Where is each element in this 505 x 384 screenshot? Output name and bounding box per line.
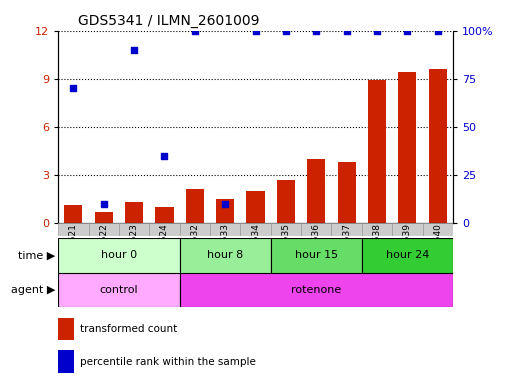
Text: GSM567522: GSM567522 [99, 223, 108, 278]
Bar [240, 223, 270, 236]
Text: GDS5341 / ILMN_2601009: GDS5341 / ILMN_2601009 [78, 14, 259, 28]
Bar [367, 80, 385, 223]
Point [69, 85, 77, 91]
Bar [155, 207, 173, 223]
Bar [270, 238, 361, 273]
Text: hour 15: hour 15 [294, 250, 337, 260]
Text: GSM567538: GSM567538 [372, 223, 381, 278]
Text: rotenone: rotenone [290, 285, 341, 295]
Text: GSM567539: GSM567539 [402, 223, 411, 278]
Point [342, 28, 350, 34]
Bar [216, 199, 234, 223]
Text: GSM567524: GSM567524 [160, 223, 169, 278]
Bar [300, 223, 331, 236]
Point [312, 28, 320, 34]
Bar [88, 223, 119, 236]
Text: GSM567534: GSM567534 [250, 223, 260, 278]
Bar [361, 238, 452, 273]
Bar [428, 69, 446, 223]
Text: GSM567537: GSM567537 [341, 223, 350, 278]
Bar [58, 238, 179, 273]
Bar [361, 223, 391, 236]
Bar [422, 223, 452, 236]
Bar [331, 223, 361, 236]
Bar [125, 202, 143, 223]
Bar [94, 212, 113, 223]
Bar [270, 223, 300, 236]
Bar [391, 223, 422, 236]
Point [190, 28, 198, 34]
Bar [58, 350, 74, 373]
Bar [64, 205, 82, 223]
Text: control: control [99, 285, 138, 295]
Point [433, 28, 441, 34]
Point [221, 200, 229, 207]
Text: GSM567532: GSM567532 [190, 223, 199, 278]
Point [402, 28, 411, 34]
Text: GSM567540: GSM567540 [432, 223, 441, 278]
Bar [185, 189, 204, 223]
Bar [276, 180, 294, 223]
Bar [179, 273, 452, 307]
Bar [58, 318, 74, 340]
Text: hour 8: hour 8 [207, 250, 243, 260]
Bar [246, 191, 264, 223]
Bar [58, 273, 179, 307]
Bar [210, 223, 240, 236]
Point [130, 47, 138, 53]
Point [160, 152, 168, 159]
Text: agent ▶: agent ▶ [11, 285, 56, 295]
Point [251, 28, 259, 34]
Text: percentile rank within the sample: percentile rank within the sample [80, 357, 255, 367]
Text: hour 24: hour 24 [385, 250, 428, 260]
Bar [397, 72, 416, 223]
Point [281, 28, 289, 34]
Text: hour 0: hour 0 [100, 250, 137, 260]
Point [99, 200, 108, 207]
Bar [149, 223, 179, 236]
Bar [179, 238, 270, 273]
Bar [58, 223, 88, 236]
Point [372, 28, 380, 34]
Bar [119, 223, 149, 236]
Text: GSM567533: GSM567533 [220, 223, 229, 278]
Text: GSM567523: GSM567523 [129, 223, 138, 278]
Bar [337, 162, 355, 223]
Bar [179, 223, 210, 236]
Text: GSM567536: GSM567536 [311, 223, 320, 278]
Text: GSM567521: GSM567521 [69, 223, 78, 278]
Bar [307, 159, 325, 223]
Text: GSM567535: GSM567535 [281, 223, 290, 278]
Text: transformed count: transformed count [80, 324, 177, 334]
Text: time ▶: time ▶ [18, 250, 56, 260]
